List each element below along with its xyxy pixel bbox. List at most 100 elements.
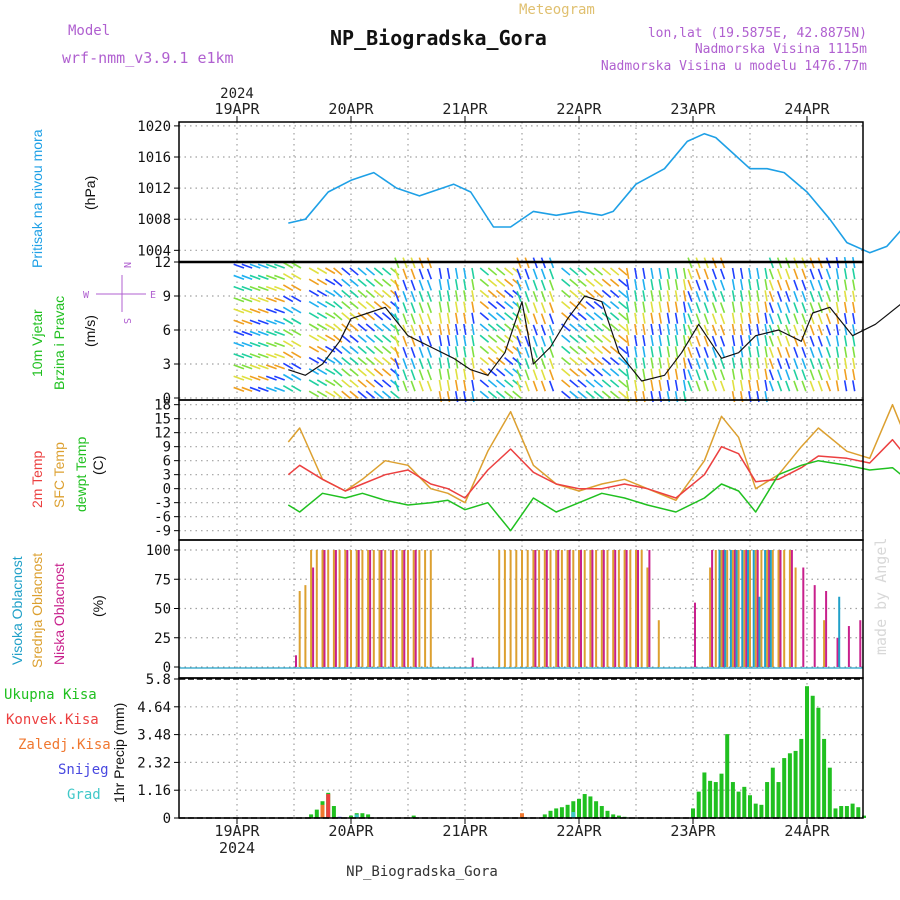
y-tick-label: 3 xyxy=(163,468,171,484)
wind-arrow xyxy=(532,324,538,336)
wind-arrow xyxy=(291,317,302,325)
wind-arrow xyxy=(325,312,336,319)
wind-arrow xyxy=(357,334,367,343)
wind-arrow xyxy=(373,323,384,332)
wind-arrow xyxy=(561,323,571,332)
wind-arrow xyxy=(793,380,799,392)
wind-arrow xyxy=(650,290,654,302)
wind-arrow xyxy=(609,267,620,276)
wind-arrow xyxy=(426,302,433,314)
wind-arrow xyxy=(524,290,530,302)
wind-arrow xyxy=(601,390,612,399)
wind-arrow xyxy=(373,278,384,287)
wind-arrow xyxy=(569,289,579,299)
wind-arrow xyxy=(835,279,840,291)
wind-arrow xyxy=(402,358,408,370)
wind-arrow xyxy=(381,345,392,355)
model-altitude: Nadmorska Visina u modelu 1476.77m xyxy=(601,59,867,74)
wind-arrow xyxy=(495,334,506,343)
precip-total-bar xyxy=(548,810,553,818)
wind-arrow xyxy=(349,323,359,332)
wind-arrow xyxy=(748,279,752,291)
wind-arrow xyxy=(479,334,490,343)
wind-arrow xyxy=(291,385,302,392)
wind-arrow xyxy=(731,301,736,313)
wind-arrow xyxy=(695,268,701,280)
y-tick-label: 1020 xyxy=(137,119,171,135)
wind-arrow xyxy=(634,346,638,358)
wind-arrow xyxy=(642,323,646,335)
wind-arrow xyxy=(357,390,367,399)
wind-arrow xyxy=(625,379,630,391)
wind-arrow xyxy=(642,279,646,291)
y-tick-label: 9 xyxy=(163,289,171,305)
wind-arrow xyxy=(835,380,840,392)
wind-arrow xyxy=(463,301,467,313)
wind-arrow xyxy=(291,273,302,280)
wind-arrow xyxy=(341,379,351,388)
wind-arrow xyxy=(418,268,424,280)
wind-arrow xyxy=(809,313,815,325)
wind-arrow xyxy=(495,312,506,321)
wind-arrow xyxy=(695,358,701,370)
wind-arrow xyxy=(241,319,253,325)
top-year-label: 2024 xyxy=(220,86,254,102)
wind-arrow xyxy=(687,335,693,347)
wind-arrow xyxy=(438,335,443,347)
wind-arrow xyxy=(634,267,638,279)
wind-arrow xyxy=(333,334,343,343)
pressure-line xyxy=(288,132,900,254)
wind-arrow xyxy=(446,368,451,380)
y-tick-label: 0 xyxy=(163,391,171,407)
wind-arrow xyxy=(731,290,736,302)
wind-arrow xyxy=(609,289,620,299)
wind-arrow xyxy=(418,369,424,381)
wind-arrow xyxy=(817,380,823,392)
wind-arrow xyxy=(446,267,451,279)
wind-arrow xyxy=(257,319,269,325)
wind-arrow xyxy=(625,346,630,358)
wind-arrow xyxy=(487,323,498,332)
wind-arrow xyxy=(454,290,459,302)
wind-arrow xyxy=(835,324,840,336)
wind-arrow xyxy=(471,379,475,391)
wind-arrow xyxy=(768,268,775,280)
wind-arrow xyxy=(479,356,490,366)
wind-arrow xyxy=(265,274,277,280)
wind-arrow xyxy=(463,279,467,291)
wind-arrow xyxy=(852,301,856,313)
wind-arrow xyxy=(471,279,475,291)
wind-arrow xyxy=(381,390,392,399)
wind-arrow xyxy=(548,313,555,325)
wind-arrow xyxy=(809,302,815,314)
wind-arrow xyxy=(852,369,856,381)
wind-arrow xyxy=(731,335,736,347)
wind-arrow xyxy=(817,358,823,370)
wind-arrow xyxy=(325,345,336,353)
wind-arrow xyxy=(711,324,718,336)
y-tick-label: -3 xyxy=(154,496,171,512)
precip-total-bar xyxy=(770,767,775,818)
wind-arrow xyxy=(825,335,832,347)
wind-arrow xyxy=(487,390,498,399)
wind-arrow xyxy=(540,324,547,336)
wind-arrow xyxy=(532,279,538,291)
wind-arrow xyxy=(618,334,628,343)
wind-arrow xyxy=(357,368,367,377)
wind-arrow xyxy=(249,285,261,292)
plot-area: 10041008101210161020036912-9-6-303691215… xyxy=(137,119,900,827)
wind-arrow xyxy=(308,312,320,319)
wind-arrow xyxy=(402,380,408,392)
wind-arrow xyxy=(650,279,654,291)
wind-arrow xyxy=(785,380,791,392)
wind-arrow xyxy=(809,268,815,280)
wind-arrow xyxy=(418,335,424,347)
wind-arrow xyxy=(540,335,547,347)
wind-arrow xyxy=(479,278,490,287)
wind-arrow xyxy=(373,390,384,399)
wind-arrow xyxy=(739,290,744,302)
wind-arrow xyxy=(768,313,775,325)
wind-arrow xyxy=(241,341,253,348)
wind-arrow xyxy=(801,346,807,358)
y-tick-label: 3 xyxy=(163,357,171,373)
